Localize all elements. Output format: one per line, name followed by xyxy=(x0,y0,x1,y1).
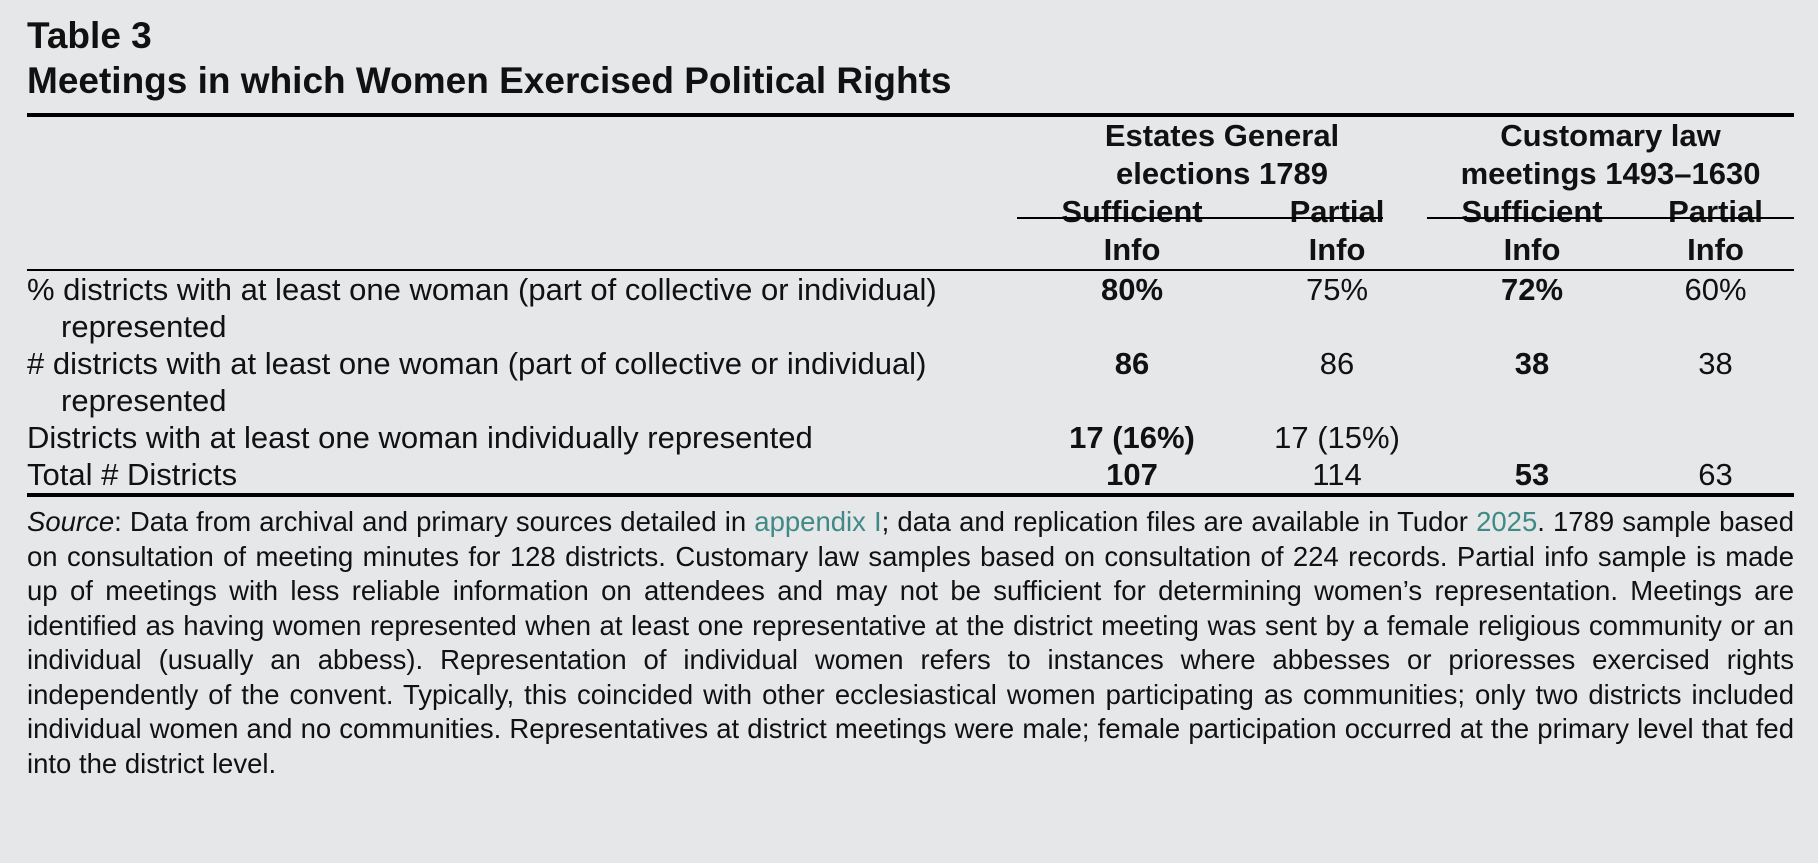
cell-estates-partial: 114 xyxy=(1312,457,1362,492)
table-label: Table 3 xyxy=(27,15,152,56)
cell-customary-sufficient: 53 xyxy=(1514,457,1550,492)
citation-link[interactable]: 2025 xyxy=(1476,506,1538,537)
subheader-customary-sufficient: Sufficient Info xyxy=(1427,193,1637,270)
top-rule xyxy=(27,113,1794,117)
table-row: Districts with at least one woman indivi… xyxy=(27,419,1794,456)
note-text-part3: . 1789 sample based on consultation of m… xyxy=(27,506,1794,779)
cell-customary-partial: 38 xyxy=(1698,346,1733,381)
row-label: % districts with at least one woman (par… xyxy=(27,272,937,344)
cell-estates-sufficient: 17 (16%) xyxy=(1069,420,1195,455)
cell-estates-sufficient: 86 xyxy=(1114,346,1150,381)
subheader-estates-sufficient: Sufficient Info xyxy=(1017,193,1247,270)
subheader-blank xyxy=(27,193,1017,270)
note-source-label: Source xyxy=(27,506,115,537)
subheader-line2: Info xyxy=(1687,232,1744,267)
subheader-line1: Partial xyxy=(1668,194,1763,229)
cell-customary-partial: 63 xyxy=(1698,457,1733,492)
table-wrapper: Estates General elections 1789 Customary… xyxy=(27,117,1795,493)
subheader-line1: Partial xyxy=(1289,194,1385,229)
group-header-estates: Estates General elections 1789 xyxy=(1017,117,1427,193)
table-note: Source: Data from archival and primary s… xyxy=(27,505,1794,781)
table-title: Meetings in which Women Exercised Politi… xyxy=(27,60,952,101)
subheader-estates-partial: Partial Info xyxy=(1247,193,1427,270)
cell-estates-partial: 75% xyxy=(1305,272,1369,307)
subheader-customary-partial: Partial Info xyxy=(1637,193,1794,270)
subheader-line2: Info xyxy=(1503,232,1561,267)
subheader-line1: Sufficient xyxy=(1461,194,1603,229)
group-header-customary-line1: Customary law xyxy=(1500,118,1721,153)
cell-customary-partial: 60% xyxy=(1684,272,1747,307)
note-text-part2: ; data and replication files are availab… xyxy=(881,506,1477,537)
table-row: Total # Districts 107 114 53 63 xyxy=(27,456,1794,493)
cell-estates-sufficient: 80% xyxy=(1100,272,1164,307)
subheader-row: Sufficient Info Partial Info Sufficient … xyxy=(27,193,1794,270)
appendix-link[interactable]: appendix I xyxy=(754,506,882,537)
table-row: # districts with at least one woman (par… xyxy=(27,345,1794,419)
group-header-estates-line1: Estates General xyxy=(1104,118,1340,153)
group-rule-estates xyxy=(1017,217,1383,219)
data-table: Estates General elections 1789 Customary… xyxy=(27,117,1795,493)
row-label: Total # Districts xyxy=(27,457,238,492)
group-rule-customary xyxy=(1427,217,1794,219)
group-header-estates-line2: elections 1789 xyxy=(1116,156,1328,191)
cell-estates-partial: 86 xyxy=(1319,346,1355,381)
subheader-line2: Info xyxy=(1103,232,1161,267)
cell-customary-partial xyxy=(1637,419,1794,456)
cell-customary-sufficient: 38 xyxy=(1514,346,1550,381)
row-label: Districts with at least one woman indivi… xyxy=(27,420,813,455)
note-text-part1: : Data from archival and primary sources… xyxy=(114,506,755,537)
group-header-customary: Customary law meetings 1493–1630 xyxy=(1427,117,1794,193)
bottom-rule xyxy=(27,493,1794,497)
header-blank xyxy=(27,117,1017,193)
cell-estates-sufficient: 107 xyxy=(1106,457,1158,492)
subheader-line2: Info xyxy=(1308,232,1366,267)
cell-customary-sufficient: 72% xyxy=(1500,272,1564,307)
group-header-customary-line2: meetings 1493–1630 xyxy=(1460,156,1761,191)
row-label: # districts with at least one woman (par… xyxy=(27,346,927,418)
subheader-line1: Sufficient xyxy=(1061,194,1203,229)
table-row: % districts with at least one woman (par… xyxy=(27,271,1794,345)
cell-estates-partial: 17 (15%) xyxy=(1274,420,1400,455)
group-header-row: Estates General elections 1789 Customary… xyxy=(27,117,1794,193)
cell-customary-sufficient xyxy=(1427,419,1637,456)
